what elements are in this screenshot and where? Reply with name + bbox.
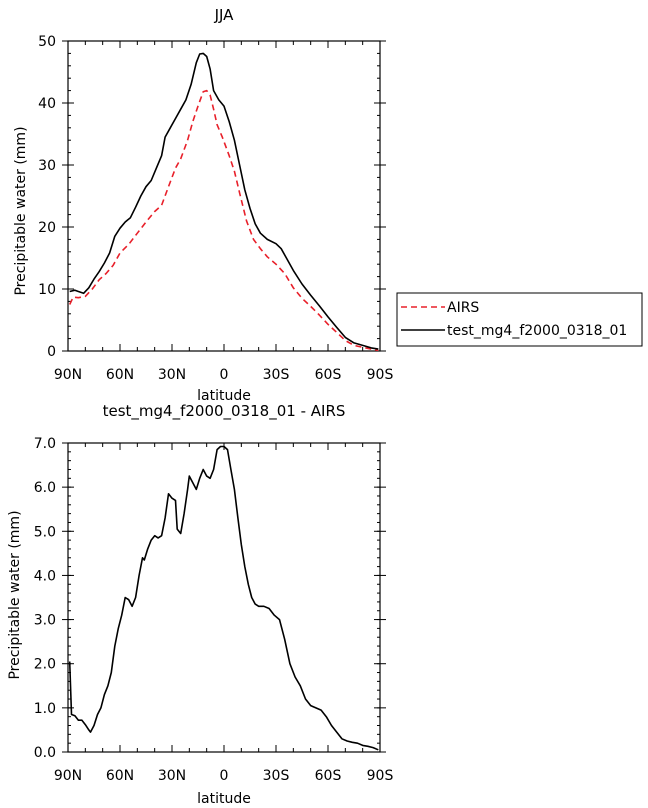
top-chart-y-axis-label: Precipitable water (mm) [13,126,29,295]
top-chart-y-tick-label: 0 [47,344,56,360]
bottom-chart-y-tick-label: 4.0 [34,568,56,584]
bottom-chart-frame [67,442,381,753]
bottom-chart-y-tick-label: 6.0 [34,480,56,496]
bottom-chart-x-axis-label: latitude [197,791,251,807]
bottom-chart-x-tick-label: 90N [54,768,82,784]
bottom-chart-y-tick-label: 7.0 [34,436,56,452]
top-chart-legend: AIRS test_mg4_f2000_0318_01 [396,292,643,347]
bottom-chart-x-tick-label: 0 [220,768,229,784]
top-chart-x-tick-label: 30N [158,367,186,383]
top-chart-series-line-airs [68,89,379,352]
bottom-chart-x-tick-label: 30S [263,768,290,784]
bottom-chart-y-tick-label: 2.0 [34,657,56,673]
bottom-chart-panel: test_mg4_f2000_0318_01 - AIRS 90N 60N 30N 0… [7,402,393,807]
bottom-chart-series-line-difference [68,445,379,751]
top-chart-x-tick-label: 0 [220,367,229,383]
top-chart-title: JJA [214,6,235,24]
bottom-chart-x-tick-label: 60N [106,768,134,784]
bottom-chart-y-axis-label: Precipitable water (mm) [7,510,23,679]
top-chart-x-tick-label: 60N [106,367,134,383]
bottom-chart-x-tick-label: 90S [367,768,394,784]
top-chart-series-line-test-mg4-f2000-0318-01 [69,52,379,350]
top-chart-x-tick-label: 90N [54,367,82,383]
bottom-chart-y-tick-label: 0.0 [34,745,56,761]
top-chart-y-tick-label: 40 [38,96,56,112]
top-chart-y-tick-label: 30 [38,158,56,174]
top-chart-panel: JJA 90N 60N 30N 0 30S 60S 90S 0 10 20 30 40 50 Preci… [13,6,393,404]
top-chart-x-tick-label: 60S [315,367,342,383]
top-chart-y-tick-label: 20 [38,220,56,236]
top-chart-x-tick-label: 90S [367,367,394,383]
legend-box [396,292,643,347]
top-chart-x-axis-label: latitude [197,388,251,404]
top-chart-frame [67,40,381,352]
bottom-chart-x-tick-label: 60S [315,768,342,784]
bottom-chart-plot-area: 90N 60N 30N 0 30S 60S 90S 0.0 1.0 2.0 3.0 4.0 5.0 6.0… [34,436,394,784]
legend-label-airs: AIRS [447,300,479,316]
bottom-chart-y-tick-label: 5.0 [34,524,56,540]
bottom-chart-y-tick-label: 3.0 [34,613,56,629]
top-chart-x-tick-label: 30S [263,367,290,383]
legend-label-model: test_mg4_f2000_0318_01 [447,323,627,339]
top-chart-y-tick-label: 10 [38,282,56,298]
bottom-chart-title: test_mg4_f2000_0318_01 - AIRS [103,402,346,421]
bottom-chart-y-tick-label: 1.0 [34,701,56,717]
bottom-chart-x-tick-label: 30N [158,768,186,784]
top-chart-y-tick-label: 50 [38,34,56,50]
top-chart-plot-area: 90N 60N 30N 0 30S 60S 90S 0 10 20 30 40 50 [38,34,393,383]
